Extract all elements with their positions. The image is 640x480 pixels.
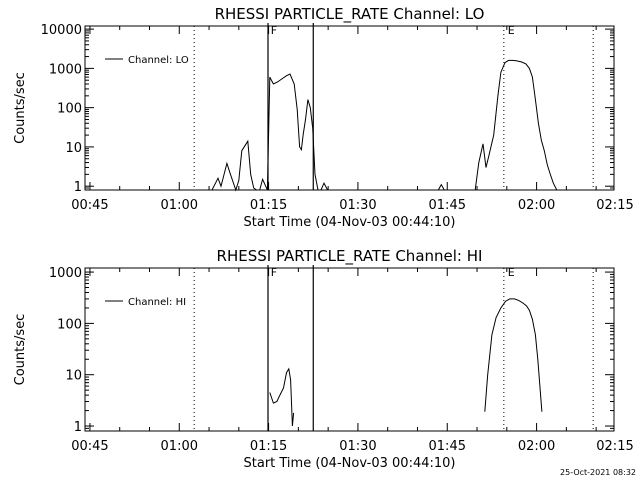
x-tick-label: 01:00: [161, 198, 198, 213]
series-line: [211, 73, 338, 192]
x-axis-label: Start Time (04-Nov-03 00:44:10): [244, 215, 456, 230]
x-tick-label: 00:45: [71, 439, 108, 454]
x-tick-label: 01:15: [250, 439, 287, 454]
y-tick-label: 10000: [41, 23, 82, 38]
x-axis-label: Start Time (04-Nov-03 00:44:10): [244, 456, 456, 471]
plot-frame: [84, 25, 615, 191]
y-tick-label: 100: [57, 317, 82, 332]
y-tick-label: 1000: [49, 266, 82, 281]
y-tick-label: 1: [74, 420, 82, 435]
x-tick-label: 02:15: [596, 439, 633, 454]
y-axis-label: Counts/sec: [13, 314, 28, 386]
chart-title: RHESSI PARTICLE_RATE Channel: LO: [215, 5, 485, 24]
x-tick-label: 00:45: [71, 198, 108, 213]
legend-label: Channel: HI: [128, 297, 186, 308]
series-line: [269, 367, 295, 427]
marker-label: F: [271, 24, 277, 37]
chart-panel-0: RHESSI PARTICLE_RATE Channel: LO Start Ti…: [13, 5, 634, 230]
series-line: [474, 59, 558, 191]
series-line: [484, 298, 543, 412]
y-tick-label: 10: [65, 141, 82, 156]
marker-label: F: [271, 266, 277, 279]
x-tick-label: 01:15: [250, 198, 287, 213]
marker-label: E: [508, 266, 515, 279]
x-tick-label: 01:45: [429, 198, 466, 213]
date-stamp: 25-Oct-2021 08:32: [560, 468, 636, 477]
marker-label: E: [508, 24, 515, 37]
legend-label: Channel: LO: [128, 55, 189, 66]
series-line: [437, 183, 445, 191]
x-tick-label: 02:00: [518, 198, 555, 213]
x-tick-label: 01:30: [339, 198, 376, 213]
chart-title: RHESSI PARTICLE_RATE Channel: HI: [217, 247, 483, 266]
y-tick-label: 1: [74, 180, 82, 195]
chart-panel-1: RHESSI PARTICLE_RATE Channel: HI Start Ti…: [13, 247, 634, 471]
y-tick-label: 100: [57, 102, 82, 117]
y-tick-label: 10: [65, 369, 82, 384]
plot-frame: [84, 267, 615, 432]
y-axis-label: Counts/sec: [13, 72, 28, 144]
x-tick-label: 01:30: [339, 439, 376, 454]
x-tick-label: 01:45: [429, 439, 466, 454]
x-tick-label: 02:00: [518, 439, 555, 454]
x-tick-label: 01:00: [161, 439, 198, 454]
y-tick-label: 1000: [49, 62, 82, 77]
x-tick-label: 02:15: [596, 198, 633, 213]
